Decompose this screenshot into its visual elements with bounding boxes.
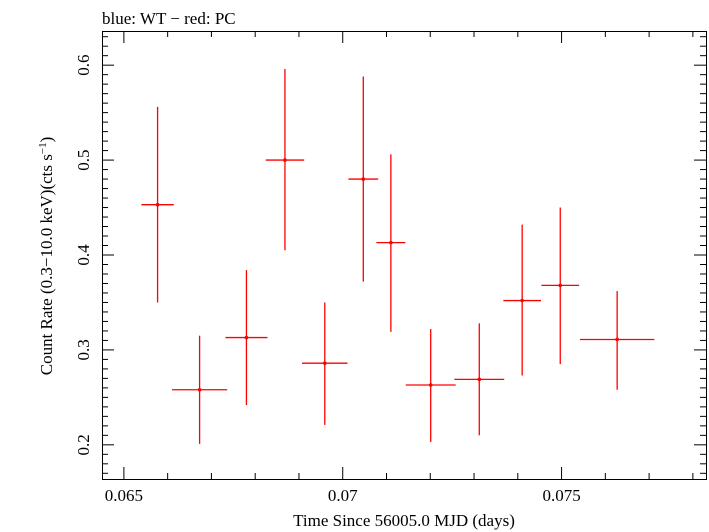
data-marker xyxy=(558,283,563,288)
x-axis: 0.065 0.07 0.075 xyxy=(105,31,694,505)
y-axis: 0.2 0.3 0.4 0.5 0.6 xyxy=(74,36,706,474)
y-tick-label: 0.3 xyxy=(74,339,93,360)
data-point xyxy=(225,270,268,405)
x-tick-label: 0.07 xyxy=(328,486,358,505)
data-marker xyxy=(520,298,524,303)
data-marker xyxy=(477,377,482,382)
plot-frame xyxy=(102,31,707,480)
data-marker xyxy=(197,387,202,392)
x-tick-label: 0.065 xyxy=(105,486,143,505)
data-point xyxy=(302,302,348,425)
data-marker xyxy=(322,361,327,366)
data-marker xyxy=(283,158,287,162)
y-tick-label: 0.4 xyxy=(74,244,93,266)
data-marker xyxy=(428,383,433,387)
data-point xyxy=(541,207,580,365)
data-point xyxy=(503,224,541,376)
data-point xyxy=(579,291,655,390)
data-point xyxy=(172,335,228,444)
y-tick-label: 0.2 xyxy=(74,434,93,455)
y-tick-label: 0.6 xyxy=(74,55,93,76)
data-point xyxy=(376,154,406,332)
data-point xyxy=(265,68,305,251)
data-point xyxy=(405,329,456,442)
data-marker xyxy=(244,335,249,340)
chart-title: blue: WT − red: PC xyxy=(102,9,236,28)
data-marker xyxy=(155,202,160,207)
data-point xyxy=(141,106,174,303)
x-axis-label: Time Since 56005.0 MJD (days) xyxy=(293,511,515,530)
data-point xyxy=(348,76,379,282)
data-marker xyxy=(361,177,366,181)
x-tick-label: 0.075 xyxy=(542,486,580,505)
data-marker xyxy=(615,337,619,342)
y-tick-label: 0.5 xyxy=(74,149,93,170)
data-point xyxy=(454,323,505,436)
y-axis-label: Count Rate (0.3−10.0 keV)(cts s−1) xyxy=(37,137,56,376)
data-series-red xyxy=(141,68,655,444)
data-marker xyxy=(389,240,393,245)
